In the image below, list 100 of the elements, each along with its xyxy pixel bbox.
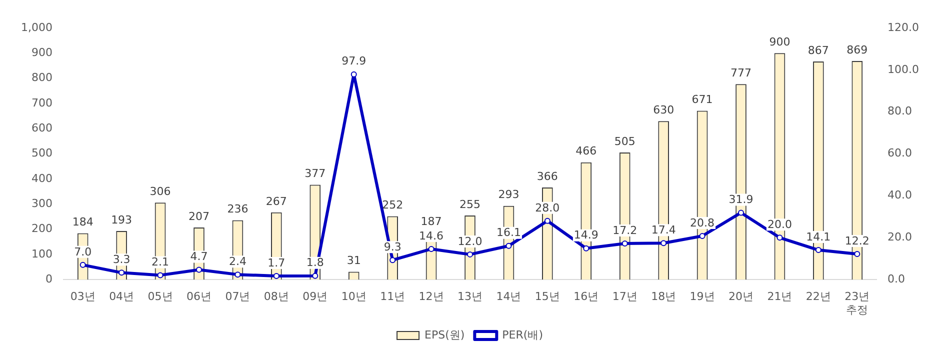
point [776,234,783,241]
data-label: 1.8 [306,256,324,270]
data-label: 7.0 [74,245,92,258]
data-label: 867 [808,44,829,57]
point [544,218,550,224]
point [467,251,473,258]
x-tick-label: 04년 [109,290,134,304]
point [738,210,744,216]
data-label: 466 [576,144,597,158]
y2-tick-label: 100.0 [888,62,920,76]
x-tick-label: 18년 [651,290,676,304]
data-label: 293 [498,188,520,202]
x-tick-label: 23년 추정 [844,290,870,316]
y-tick-label: 600 [31,122,52,134]
y2-tick-label: 40.0 [888,188,912,202]
y-tick-label: 0 [45,272,52,286]
x-tick-label: 06년 [186,290,212,304]
data-label: 31.9 [728,193,754,206]
point [312,272,318,279]
point [506,242,512,249]
x-tick-label: 09년 [302,290,328,304]
x-tick-label: 03년 [70,290,96,304]
data-label: 2.1 [152,256,170,269]
x-tick-label: 20년 [728,290,754,304]
point [157,272,164,278]
data-label: 20.8 [690,216,715,230]
data-label: 31 [346,254,361,268]
data-label: 17.2 [612,224,638,237]
data-label: 184 [72,216,94,229]
point [815,247,822,254]
x-tick-label: 10년 [341,290,366,304]
y2-tick-label: 20.0 [888,230,912,244]
x-tick-label: 11년 [380,290,406,304]
data-label: 12.2 [844,234,870,248]
y-tick-label: 400 [31,172,52,185]
data-label: 900 [769,36,790,49]
point [196,266,202,273]
x-tick-label: 08년 [264,290,289,304]
data-label: 9.3 [384,240,402,254]
legend-label: PER(배) [502,328,543,342]
point [660,240,667,246]
y-tick-label: 700 [31,96,52,110]
x-tick-label: 14년 [496,290,522,304]
data-label: 255 [460,198,480,211]
data-label: 671 [692,93,713,106]
data-label: 777 [730,66,752,80]
data-label: 1.7 [268,256,286,270]
point [622,240,628,247]
data-label: 306 [150,184,171,198]
x-tick-label: 22년 [806,290,831,304]
data-label: 267 [266,194,287,208]
data-label: 17.4 [651,223,676,236]
data-label: 28.0 [535,201,560,214]
data-label: 252 [382,198,404,212]
data-label: 193 [111,213,132,226]
x-tick-label: 21년 [767,290,792,304]
y-tick-label: 900 [31,46,52,60]
legend-label: EPS(원) [424,328,465,342]
data-label: 366 [536,170,558,183]
y2-tick-label: 0.0 [888,272,906,286]
y-tick-label: 300 [31,196,52,210]
data-label: 3.3 [112,253,130,266]
point [390,257,396,264]
y-tick-label: 100 [31,247,52,260]
point [80,262,86,268]
point [118,270,125,276]
x-tick-label: 15년 [534,290,560,304]
x-tick-label: 13년 [458,290,482,304]
data-label: 16.1 [496,226,521,240]
point [699,232,706,239]
point [350,71,357,78]
point [273,273,280,280]
point [583,245,590,252]
data-label: 2.4 [228,254,246,268]
data-label: 14.1 [806,230,831,244]
y2-tick-label: 120.0 [888,20,920,34]
point [428,246,434,252]
data-label: 14.6 [419,229,444,242]
data-label: 207 [188,210,210,223]
y2-tick-label: 60.0 [888,146,912,160]
y-tick-label: 800 [31,71,52,84]
data-label: 377 [304,167,326,180]
data-label: 14.9 [574,228,598,242]
x-tick-label: 07년 [225,290,250,304]
x-tick-label: 17년 [612,290,638,304]
x-tick-label: 19년 [690,290,715,304]
data-label: 505 [614,134,636,148]
y-tick-label: 200 [31,222,52,236]
data-label: 630 [653,103,674,116]
x-tick-label: 12년 [418,290,444,304]
data-label: 187 [420,214,442,228]
data-label: 869 [846,43,868,56]
data-label: 4.7 [190,250,208,264]
point [234,272,241,278]
y-tick-label: 1,000 [20,20,52,34]
y2-tick-label: 80.0 [888,104,912,118]
y-tick-label: 500 [31,146,52,160]
data-label: 97.9 [342,54,366,68]
data-label: 12.0 [458,234,482,248]
data-label: 236 [227,202,248,216]
